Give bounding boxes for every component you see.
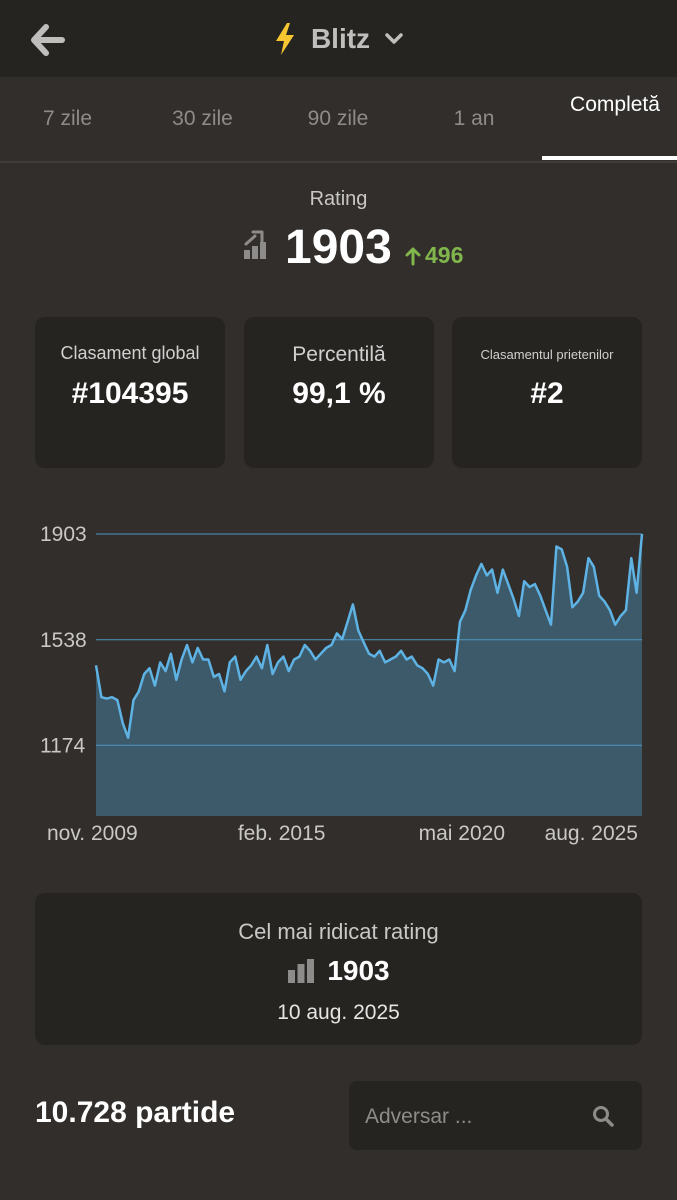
tab-7-days[interactable]: 7 zile [42,107,93,130]
stat-label-friends-rank: Clasamentul prietenilor [480,347,614,362]
best-rating-row: 1903 [35,955,642,987]
rating-value: 1903 [285,221,392,274]
stat-value-global-rank: #104395 [71,377,189,410]
stat-card-global-rank[interactable]: Clasament global #104395 [35,317,225,468]
time-range-tabs: 7 zile 30 zile 90 zile 1 an Completă [0,77,677,163]
stat-value-percentile: 99,1 % [292,377,386,410]
bar-chart-icon [288,959,315,983]
rating-label: Rating [309,188,368,210]
best-rating-card: Cel mai ridicat rating 1903 10 aug. 2025 [35,893,642,1045]
back-button[interactable] [26,18,70,62]
stat-card-friends-rank[interactable]: Clasamentul prietenilor #2 [452,317,642,468]
games-count: 10.728 partide [35,1096,236,1129]
stat-label-percentile: Percentilă [292,343,386,366]
best-rating-value: 1903 [327,955,390,986]
x-tick-label: mai 2020 [419,822,505,845]
x-tick-label: aug. 2025 [545,822,638,845]
chart-series-line [94,533,644,739]
tab-90-days[interactable]: 90 zile [307,107,369,130]
chevron-down-icon [385,32,403,44]
active-tab-indicator [542,156,677,160]
x-tick-label: feb. 2015 [238,822,326,845]
rating-summary: 1903 496 [0,220,677,280]
y-tick-label: 1903 [40,523,87,546]
arrow-left-icon [31,24,65,56]
header-bar: Blitz [0,0,677,77]
page-title: Blitz [310,22,371,54]
lightning-bolt-icon [275,22,294,55]
stat-card-percentile[interactable]: Percentilă 99,1 % [244,317,434,468]
tab-30-days[interactable]: 30 zile [172,107,233,130]
tab-complete-label: Completă [570,93,660,116]
tab-1-year[interactable]: 1 an [453,107,495,130]
search-icon[interactable] [592,1105,614,1127]
opponent-search-input[interactable] [363,1081,582,1152]
best-rating-label: Cel mai ridicat rating [238,919,439,944]
opponent-search [349,1081,642,1152]
tab-complete[interactable]: Completă [542,77,677,161]
y-tick-label: 1538 [40,629,87,652]
game-type-selector[interactable]: Blitz [0,0,677,77]
rating-delta: 496 [405,242,463,269]
arrow-up-icon [405,247,421,265]
rating-history-chart[interactable]: 1903 1538 1174 nov. 2009 feb. 2015 mai 2020 au… [0,500,677,860]
x-tick-label: nov. 2009 [47,822,138,845]
best-rating-date: 10 aug. 2025 [277,1001,400,1024]
stat-label-global-rank: Clasament global [60,343,200,363]
stat-value-friends-rank: #2 [530,377,564,410]
rating-delta-value: 496 [425,242,464,268]
y-tick-label: 1174 [40,734,85,757]
rating-chart-icon [244,230,266,259]
